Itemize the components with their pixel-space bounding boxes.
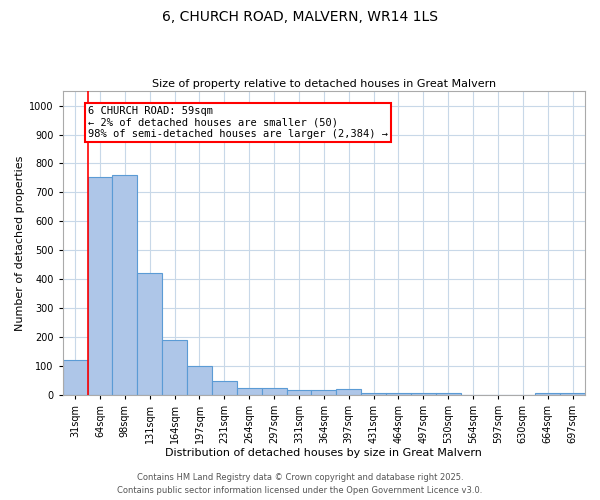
Bar [137,274,162,395]
Title: Size of property relative to detached houses in Great Malvern: Size of property relative to detached ho… [152,79,496,89]
Bar [187,366,212,395]
Y-axis label: Number of detached properties: Number of detached properties [15,156,25,330]
Bar [436,394,461,395]
Text: 6 CHURCH ROAD: 59sqm
← 2% of detached houses are smaller (50)
98% of semi-detach: 6 CHURCH ROAD: 59sqm ← 2% of detached ho… [88,106,388,139]
Bar [262,388,287,395]
Text: Contains HM Land Registry data © Crown copyright and database right 2025.
Contai: Contains HM Land Registry data © Crown c… [118,474,482,495]
Bar [62,360,88,395]
Bar [535,392,560,395]
Bar [336,389,361,395]
Text: 6, CHURCH ROAD, MALVERN, WR14 1LS: 6, CHURCH ROAD, MALVERN, WR14 1LS [162,10,438,24]
X-axis label: Distribution of detached houses by size in Great Malvern: Distribution of detached houses by size … [166,448,482,458]
Bar [112,175,137,395]
Bar [361,394,386,395]
Bar [162,340,187,395]
Bar [287,390,311,395]
Bar [411,394,436,395]
Bar [560,394,585,395]
Bar [311,390,336,395]
Bar [212,381,237,395]
Bar [88,176,112,395]
Bar [386,394,411,395]
Bar [237,388,262,395]
